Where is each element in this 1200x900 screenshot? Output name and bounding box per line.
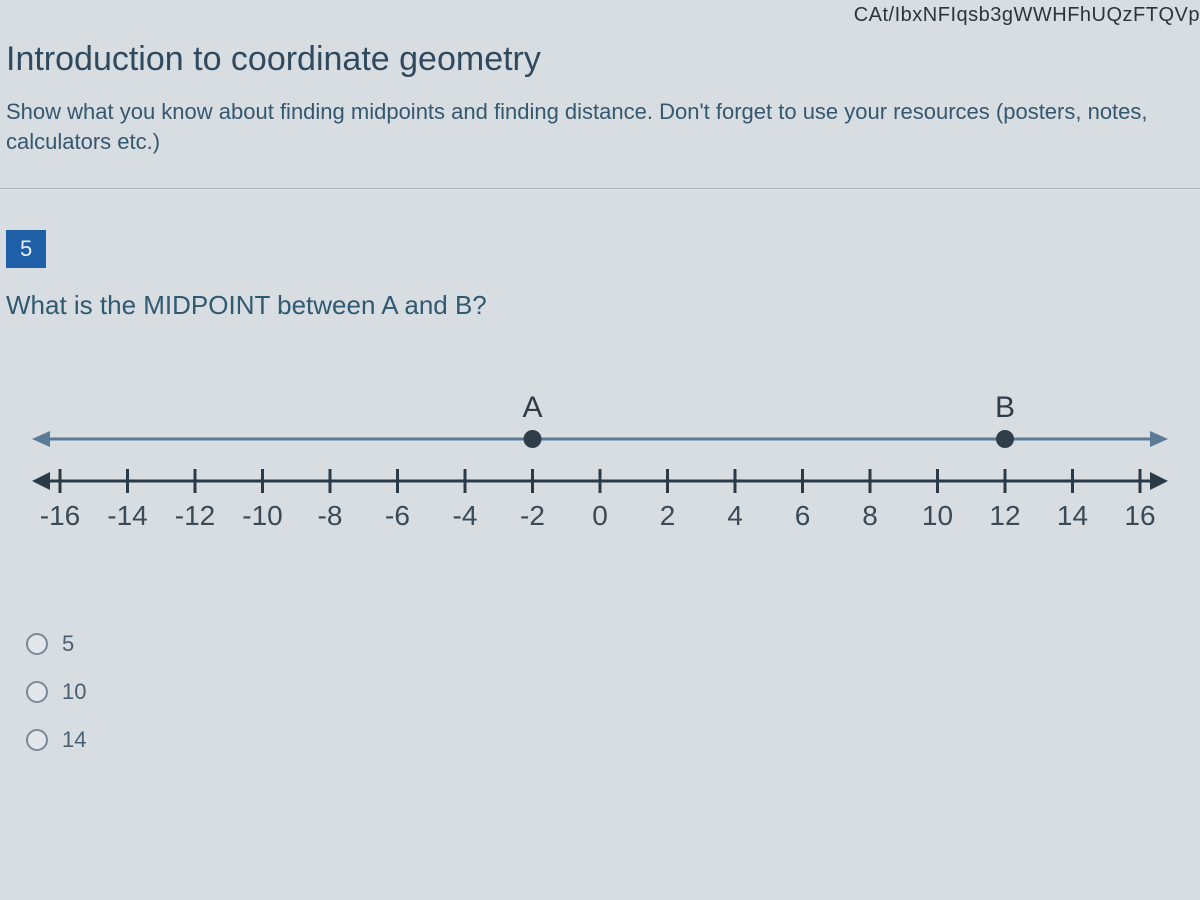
- answer-label: 10: [62, 679, 86, 705]
- numberline-svg: -16 -14 -12 -10 -8 -6 -4 -2 0 2 4 6 8 10 12 14 16 A B: [16, 361, 1184, 581]
- svg-text:A: A: [522, 391, 542, 424]
- radio-icon: [26, 729, 48, 751]
- question-block: 5 What is the MIDPOINT between A and B? …: [0, 230, 1200, 753]
- numberline-figure: -16 -14 -12 -10 -8 -6 -4 -2 0 2 4 6 8 10 12 14 16 A B: [6, 351, 1194, 601]
- radio-icon: [26, 633, 48, 655]
- svg-text:-10: -10: [242, 500, 282, 531]
- svg-text:12: 12: [989, 500, 1020, 531]
- svg-text:-16: -16: [40, 500, 80, 531]
- answer-option-0[interactable]: 5: [26, 631, 1194, 657]
- svg-text:-8: -8: [318, 500, 343, 531]
- svg-text:2: 2: [660, 500, 676, 531]
- url-fragment: CAt/IbxNFIqsb3gWWHFhUQzFTQVp: [854, 4, 1200, 27]
- svg-text:-2: -2: [520, 500, 545, 531]
- svg-text:6: 6: [795, 500, 811, 531]
- answer-label: 14: [62, 727, 86, 753]
- svg-text:14: 14: [1057, 500, 1088, 531]
- svg-text:16: 16: [1124, 500, 1155, 531]
- answer-option-1[interactable]: 10: [26, 679, 1194, 705]
- svg-text:0: 0: [592, 500, 608, 531]
- svg-text:-12: -12: [175, 500, 215, 531]
- question-number-badge: 5: [6, 230, 46, 268]
- svg-text:B: B: [995, 391, 1015, 424]
- svg-text:-4: -4: [453, 500, 478, 531]
- answer-option-2[interactable]: 14: [26, 727, 1194, 753]
- svg-text:-6: -6: [385, 500, 410, 531]
- answer-label: 5: [62, 631, 74, 657]
- svg-text:8: 8: [862, 500, 878, 531]
- section-divider: [0, 188, 1200, 190]
- answer-options: 5 10 14: [6, 601, 1194, 753]
- svg-text:-14: -14: [107, 500, 147, 531]
- instructions-text: Show what you know about finding midpoin…: [0, 97, 1200, 160]
- svg-text:4: 4: [727, 500, 743, 531]
- radio-icon: [26, 681, 48, 703]
- question-text: What is the MIDPOINT between A and B?: [6, 290, 1194, 321]
- svg-text:10: 10: [922, 500, 953, 531]
